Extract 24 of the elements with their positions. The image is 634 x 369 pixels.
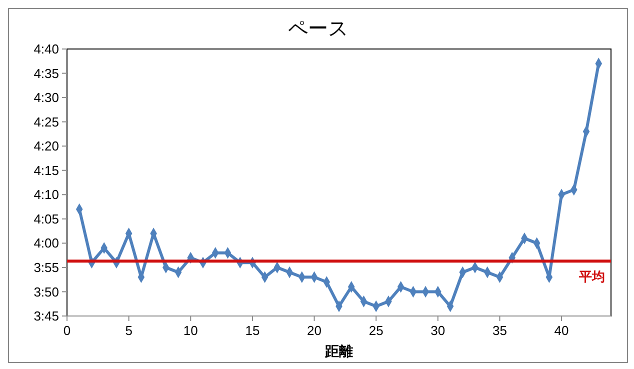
- x-axis-title: 距離: [324, 343, 353, 359]
- y-tick-label: 3:50: [34, 284, 59, 300]
- y-tick-label: 4:00: [34, 236, 59, 251]
- ref-line-label: 平均: [578, 269, 605, 284]
- y-tick-label: 4:25: [34, 114, 59, 130]
- x-tick-label: 35: [492, 323, 507, 338]
- y-tick-label: 4:05: [34, 211, 59, 226]
- y-tick-label: 4:30: [34, 90, 59, 106]
- x-tick-label: 10: [183, 323, 198, 338]
- y-tick-label: 4:10: [34, 187, 59, 202]
- y-tick-label: 4:35: [34, 66, 59, 81]
- y-tick-label: 4:40: [34, 42, 59, 57]
- x-tick-label: 5: [125, 323, 132, 338]
- chart-title: ペース: [288, 18, 348, 40]
- x-tick-label: 15: [245, 323, 260, 338]
- x-tick-label: 25: [368, 323, 384, 338]
- x-tick-label: 20: [307, 323, 322, 338]
- y-tick-label: 3:45: [34, 308, 59, 324]
- x-tick-label: 40: [554, 323, 569, 338]
- y-tick-label: 4:20: [34, 138, 59, 154]
- y-tick-label: 4:15: [34, 162, 59, 178]
- x-tick-label: 30: [430, 323, 446, 338]
- x-tick-label: 0: [63, 323, 71, 338]
- y-tick-label: 3:55: [34, 260, 59, 276]
